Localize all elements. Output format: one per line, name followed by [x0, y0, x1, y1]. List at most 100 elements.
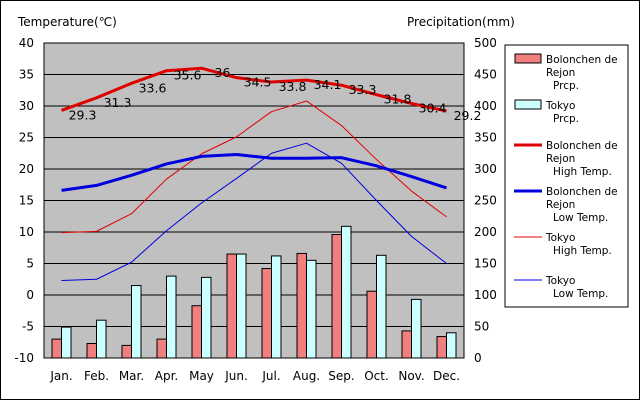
right-tick-label: 0 [474, 351, 482, 365]
data-labels-layer: 29.3 31.3 33.6 35.6 36 34.5 33.8 34.1 33.3 31.8 30… [69, 65, 482, 123]
bar-bolonchen-prcp [296, 252, 307, 359]
legend: Bolonchen deRejonPrcp.TokyoPrcp.Bolonche… [514, 53, 618, 300]
month-label: Feb. [84, 369, 109, 383]
month-label: Oct. [364, 369, 389, 383]
high-temp-data-label: 31.8 [384, 92, 412, 107]
high-temp-data-label: 34.5 [244, 75, 272, 90]
bar-bolonchen-prcp [191, 305, 202, 359]
high-temp-data-label: 29.3 [69, 107, 97, 122]
left-tick-label: 20 [19, 162, 34, 176]
high-temp-data-label: 33.3 [349, 82, 377, 97]
lines-layer [60, 66, 447, 282]
left-tick-label: 15 [19, 194, 34, 208]
right-tick-label: 500 [474, 36, 497, 50]
legend-label: Prcp. [553, 80, 579, 92]
bolonchen-de-rejon-low-temp-line [61, 153, 447, 192]
legend-label: Tokyo [545, 232, 575, 244]
bar-tokyo-prcp [131, 285, 142, 359]
bar-bolonchen-prcp [366, 290, 377, 359]
bar-tokyo-prcp [61, 326, 72, 359]
legend-label: Rejon [546, 199, 575, 211]
bar-bolonchen-prcp [331, 234, 342, 359]
bar-tokyo-prcp [271, 255, 282, 359]
bar-bolonchen-prcp [51, 338, 62, 359]
month-label: Sep. [328, 369, 354, 383]
bar-tokyo-prcp [376, 254, 387, 359]
right-tick-label: 350 [474, 131, 497, 145]
bar-bolonchen-prcp [86, 343, 97, 359]
high-temp-data-label: 33.6 [139, 80, 167, 95]
high-temp-data-label: 33.8 [279, 79, 307, 94]
bolonchen-de-rejon-high-temp-line [60, 66, 447, 113]
right-tick-label: 150 [474, 257, 497, 271]
bar-bolonchen-prcp [226, 253, 237, 359]
legend-box [504, 44, 629, 308]
legend-label: Low Temp. [553, 288, 608, 300]
bar-bolonchen-prcp [401, 330, 412, 359]
bar-tokyo-prcp [411, 298, 422, 359]
legend-label: Tokyo [545, 100, 575, 112]
left-tick-label: 10 [19, 225, 34, 239]
legend-label: Bolonchen de [546, 54, 618, 66]
bar-tokyo-prcp [96, 319, 107, 359]
bar-bolonchen-prcp [156, 338, 167, 359]
left-tick-label: -5 [22, 320, 34, 334]
left-tick-label: 40 [19, 36, 34, 50]
bar-tokyo-prcp [341, 225, 352, 359]
bar-bolonchen-prcp [261, 268, 272, 359]
legend-label: Tokyo [545, 275, 575, 287]
high-temp-data-label: 35.6 [174, 68, 202, 83]
axis-layer: 4035302520151050-5-105004504003503002502… [14, 36, 497, 383]
right-tick-label: 50 [474, 320, 489, 334]
bar-tokyo-prcp [306, 259, 317, 359]
high-temp-data-label: 29.2 [454, 108, 482, 123]
left-tick-label: 35 [19, 68, 34, 82]
high-temp-data-label: 34.1 [314, 77, 342, 92]
tokyo-low-temp-line [61, 142, 447, 282]
month-label: Nov. [398, 369, 424, 383]
left-tick-label: -10 [14, 351, 34, 365]
left-tick-label: 5 [26, 257, 34, 271]
left-tick-label: 30 [19, 99, 34, 113]
legend-label: Low Temp. [553, 212, 608, 224]
bar-tokyo-prcp [166, 275, 177, 359]
legend-label: Prcp. [553, 113, 579, 125]
legend-swatch-bar [514, 53, 542, 64]
bar-bolonchen-prcp [121, 344, 132, 359]
left-tick-label: 0 [26, 288, 34, 302]
month-label: Dec. [433, 369, 460, 383]
bar-tokyo-prcp [236, 253, 247, 359]
bar-tokyo-prcp [446, 332, 457, 359]
month-label: Jun. [224, 369, 248, 383]
right-tick-label: 250 [474, 194, 497, 208]
month-label: Aug. [293, 369, 320, 383]
bar-tokyo-prcp [201, 276, 212, 359]
month-label: Jan. [49, 369, 72, 383]
right-tick-label: 200 [474, 225, 497, 239]
month-label: May [189, 369, 214, 383]
bars-layer [51, 225, 457, 359]
legend-label: Rejon [546, 153, 575, 165]
month-label: Jul. [261, 369, 280, 383]
right-tick-label: 450 [474, 68, 497, 82]
left-axis-title: Temperature(℃) [17, 15, 117, 29]
grid-layer [44, 74, 464, 327]
month-label: Apr. [155, 369, 178, 383]
legend-label: High Temp. [553, 245, 612, 257]
legend-swatch-bar [514, 99, 542, 110]
bar-bolonchen-prcp [436, 336, 447, 359]
right-tick-label: 400 [474, 99, 497, 113]
legend-label: High Temp. [553, 166, 612, 178]
month-label: Mar. [119, 369, 144, 383]
legend-label: Bolonchen de [546, 140, 618, 152]
left-tick-label: 25 [19, 131, 34, 145]
legend-label: Bolonchen de [546, 186, 618, 198]
legend-label: Rejon [546, 67, 575, 79]
